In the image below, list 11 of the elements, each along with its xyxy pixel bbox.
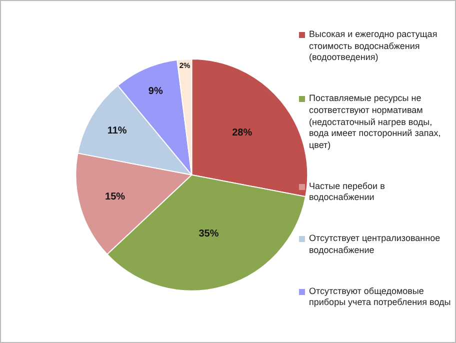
legend-label: Частые перебои в водоснабжении [309,180,386,204]
data-label: 9% [148,86,163,98]
data-label: 35% [198,228,219,240]
legend-label: Отсутствует централизованное водоснабжение [309,233,442,257]
data-label: 28% [232,128,252,139]
legend-label: Поставляемые ресурсы не соответствуют нормативам (недостаточный нагрев воды, вода имеет посторонний запах, цвет) [309,93,442,152]
legend-label: Высокая и ежегодно растущая стоимость водоснабжения (водоотведения) [309,29,438,64]
data-label: 2% [179,60,191,70]
data-label: 15% [105,192,126,203]
data-label: 11% [107,125,127,136]
legend-label: Отсутствуют общедомовые приборы учета потребления воды [309,286,451,309]
